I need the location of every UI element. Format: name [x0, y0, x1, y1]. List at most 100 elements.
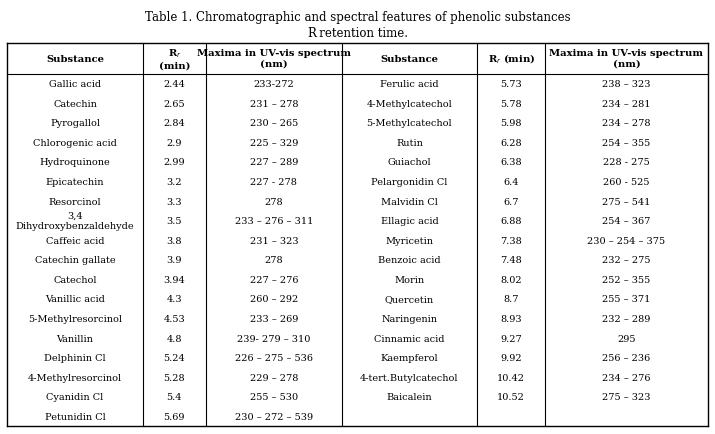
Text: 8.93: 8.93 — [500, 314, 522, 323]
Text: 4-Methylresorcinol: 4-Methylresorcinol — [28, 373, 122, 382]
Text: Naringenin: Naringenin — [382, 314, 438, 323]
Text: 6.28: 6.28 — [500, 138, 522, 148]
Text: 238 – 323: 238 – 323 — [602, 80, 651, 89]
Text: 4.53: 4.53 — [164, 314, 185, 323]
Text: 3.8: 3.8 — [167, 236, 182, 245]
Text: Maxima in UV-vis spectrum
(nm): Maxima in UV-vis spectrum (nm) — [197, 49, 351, 69]
Text: 5.24: 5.24 — [164, 353, 185, 362]
Text: Rutin: Rutin — [396, 138, 423, 148]
Text: 275 – 323: 275 – 323 — [602, 392, 651, 401]
Text: 278: 278 — [265, 256, 283, 265]
Text: 3.3: 3.3 — [167, 197, 182, 206]
Text: 239- 279 – 310: 239- 279 – 310 — [237, 334, 310, 343]
Text: 255 – 371: 255 – 371 — [602, 295, 651, 304]
Text: 8.02: 8.02 — [500, 275, 522, 284]
Text: 230 – 265: 230 – 265 — [250, 119, 298, 128]
Text: 5.73: 5.73 — [500, 80, 522, 89]
Text: Catechol: Catechol — [53, 275, 97, 284]
Text: 4.8: 4.8 — [167, 334, 182, 343]
Text: 255 – 530: 255 – 530 — [250, 392, 298, 401]
Text: 228 - 275: 228 - 275 — [603, 158, 650, 167]
Text: 2.9: 2.9 — [167, 138, 182, 148]
Text: 4-tert.Butylcatechol: 4-tert.Butylcatechol — [360, 373, 459, 382]
Text: 7.38: 7.38 — [500, 236, 522, 245]
Text: Baicalein: Baicalein — [387, 392, 433, 401]
Text: 2.65: 2.65 — [164, 99, 185, 108]
Text: 229 – 278: 229 – 278 — [250, 373, 298, 382]
Text: Gallic acid: Gallic acid — [49, 80, 101, 89]
Text: 5-Methylresorcinol: 5-Methylresorcinol — [28, 314, 122, 323]
Text: 7.48: 7.48 — [500, 256, 522, 265]
Text: 5.98: 5.98 — [500, 119, 522, 128]
Text: Table 1. Chromatographic and spectral features of phenolic substances: Table 1. Chromatographic and spectral fe… — [144, 11, 571, 24]
Text: 6.38: 6.38 — [500, 158, 522, 167]
Text: Maxima in UV-vis spectrum
(nm): Maxima in UV-vis spectrum (nm) — [550, 49, 704, 69]
Text: 4-Methylcatechol: 4-Methylcatechol — [367, 99, 453, 108]
Text: 227 – 289: 227 – 289 — [250, 158, 298, 167]
Text: Catechin gallate: Catechin gallate — [34, 256, 115, 265]
Text: Morin: Morin — [395, 275, 425, 284]
Text: 225 – 329: 225 – 329 — [250, 138, 298, 148]
Text: 5.69: 5.69 — [164, 412, 185, 421]
Text: Cinnamic acid: Cinnamic acid — [374, 334, 445, 343]
Text: 234 – 281: 234 – 281 — [602, 99, 651, 108]
Text: Ellagic acid: Ellagic acid — [380, 217, 438, 226]
Text: Myricetin: Myricetin — [385, 236, 433, 245]
Text: 3.9: 3.9 — [167, 256, 182, 265]
Text: 231 – 278: 231 – 278 — [250, 99, 298, 108]
Text: Benzoic acid: Benzoic acid — [378, 256, 441, 265]
Text: 6.88: 6.88 — [500, 217, 522, 226]
Text: Vanillic acid: Vanillic acid — [45, 295, 105, 304]
Text: Kaempferol: Kaempferol — [380, 353, 438, 362]
Text: 234 – 276: 234 – 276 — [602, 373, 651, 382]
Text: Delphinin Cl: Delphinin Cl — [44, 353, 106, 362]
Text: 5.4: 5.4 — [167, 392, 182, 401]
Text: 233 – 276 – 311: 233 – 276 – 311 — [235, 217, 313, 226]
Text: 8.7: 8.7 — [503, 295, 519, 304]
Text: 275 – 541: 275 – 541 — [602, 197, 651, 206]
Text: 9.92: 9.92 — [500, 353, 522, 362]
Text: 3.94: 3.94 — [164, 275, 185, 284]
Text: Quercetin: Quercetin — [385, 295, 434, 304]
Text: Pyrogallol: Pyrogallol — [50, 119, 100, 128]
Text: 260 – 292: 260 – 292 — [250, 295, 298, 304]
Text: 254 – 367: 254 – 367 — [602, 217, 651, 226]
Text: 233-272: 233-272 — [254, 80, 295, 89]
Text: Caffeic acid: Caffeic acid — [46, 236, 104, 245]
Text: 5-Methylcatechol: 5-Methylcatechol — [367, 119, 453, 128]
Text: R retention time.: R retention time. — [307, 27, 408, 40]
Text: 6.4: 6.4 — [503, 178, 519, 187]
Text: R$_r$ (min): R$_r$ (min) — [488, 52, 535, 66]
Text: 260 - 525: 260 - 525 — [603, 178, 650, 187]
Text: 2.99: 2.99 — [164, 158, 185, 167]
Text: Petunidin Cl: Petunidin Cl — [44, 412, 105, 421]
Text: Epicatechin: Epicatechin — [46, 178, 104, 187]
Text: Catechin: Catechin — [53, 99, 97, 108]
Text: 5.28: 5.28 — [164, 373, 185, 382]
Text: 230 – 254 – 375: 230 – 254 – 375 — [588, 236, 666, 245]
Text: 233 – 269: 233 – 269 — [250, 314, 298, 323]
Text: 234 – 278: 234 – 278 — [602, 119, 651, 128]
Text: 226 – 275 – 536: 226 – 275 – 536 — [235, 353, 313, 362]
Text: Pelargonidin Cl: Pelargonidin Cl — [371, 178, 448, 187]
Text: 232 – 289: 232 – 289 — [602, 314, 651, 323]
Text: Guiachol: Guiachol — [388, 158, 431, 167]
Text: 295: 295 — [617, 334, 636, 343]
Text: Substance: Substance — [380, 55, 438, 63]
Text: 230 – 272 – 539: 230 – 272 – 539 — [235, 412, 313, 421]
Text: Substance: Substance — [46, 55, 104, 63]
Text: 231 – 323: 231 – 323 — [250, 236, 298, 245]
Text: 4.3: 4.3 — [167, 295, 182, 304]
Text: Hydroquinone: Hydroquinone — [39, 158, 110, 167]
Text: Cyanidin Cl: Cyanidin Cl — [46, 392, 104, 401]
Text: 10.52: 10.52 — [497, 392, 525, 401]
Text: 252 – 355: 252 – 355 — [602, 275, 651, 284]
Text: Malvidin Cl: Malvidin Cl — [381, 197, 438, 206]
Text: Chlorogenic acid: Chlorogenic acid — [33, 138, 117, 148]
Text: 2.44: 2.44 — [164, 80, 185, 89]
Text: 10.42: 10.42 — [497, 373, 526, 382]
Text: 5.78: 5.78 — [500, 99, 522, 108]
Text: 3,4
Dihydroxybenzaldehyde: 3,4 Dihydroxybenzaldehyde — [16, 211, 134, 231]
Text: 227 – 276: 227 – 276 — [250, 275, 298, 284]
Text: 232 – 275: 232 – 275 — [602, 256, 651, 265]
